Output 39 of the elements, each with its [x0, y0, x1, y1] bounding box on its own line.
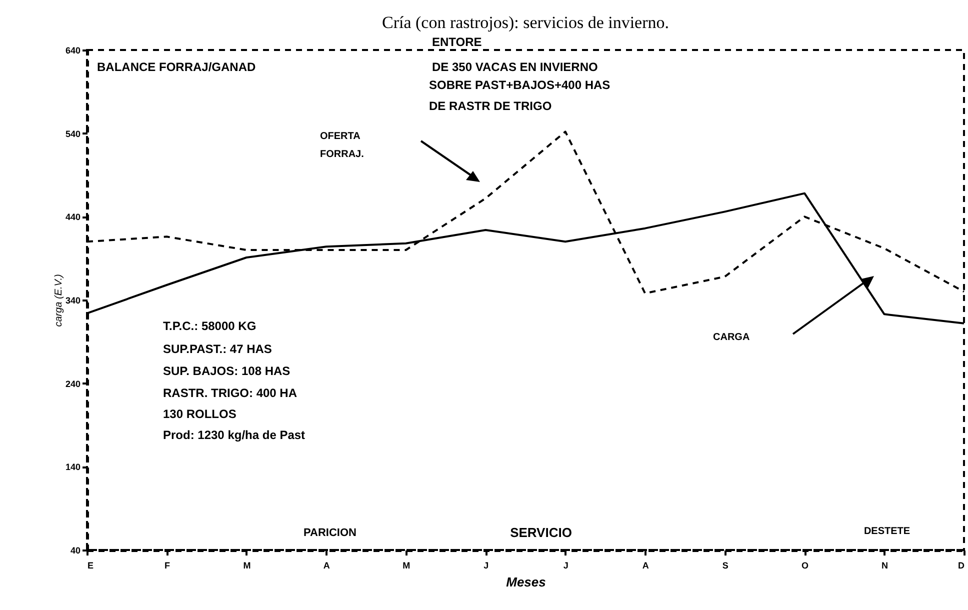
annotation: CARGA: [713, 332, 750, 343]
annotation: SOBRE PAST+BAJOS+400 HAS: [429, 78, 610, 92]
x-tick-label: A: [323, 560, 330, 570]
x-tick-label: E: [88, 560, 94, 570]
annotation: DE RASTR DE TRIGO: [429, 99, 552, 113]
annotation: DESTETE: [864, 526, 910, 537]
annotation: FORRAJ.: [320, 149, 364, 160]
y-tick-label: 140: [65, 462, 80, 472]
x-tick-label: N: [882, 560, 888, 570]
y-tick-label: 340: [65, 296, 80, 306]
annotation: T.P.C.: 58000 KG: [163, 319, 256, 333]
annotation: SUP.PAST.: 47 HAS: [163, 342, 272, 356]
y-tick-label: 540: [65, 128, 80, 139]
annotation: DE 350 VACAS EN INVIERNO: [432, 60, 598, 74]
x-axis-title: Meses: [506, 574, 546, 590]
x-tick-label: D: [958, 560, 965, 570]
y-tick-label: 440: [65, 212, 80, 222]
annotation: SUP. BAJOS: 108 HAS: [163, 364, 290, 378]
y-tick-label: 640: [65, 46, 80, 56]
x-tick-label: M: [402, 560, 410, 570]
annotation: OFERTA: [320, 131, 360, 142]
x-tick-label: O: [802, 560, 809, 570]
x-tick-label: J: [563, 560, 568, 570]
annotation: PARICION: [304, 527, 357, 539]
x-tick-label: J: [484, 560, 489, 570]
chart-title: Cría (con rastrojos): servicios de invierno.: [382, 13, 670, 32]
text: ENTORE: [432, 35, 482, 49]
y-axis-title: carga (E.V.): [53, 274, 64, 327]
x-tick-label: M: [243, 560, 251, 570]
x-tick-label: S: [722, 560, 728, 570]
annotation: Prod: 1230 kg/ha de Past: [163, 428, 306, 442]
y-tick-label: 40: [70, 546, 80, 556]
y-tick-label: 240: [65, 378, 80, 389]
annotation: RASTR. TRIGO: 400 HA: [163, 386, 298, 400]
x-tick-label: F: [164, 560, 170, 570]
annotation: SERVICIO: [510, 525, 572, 540]
x-tick-label: A: [642, 560, 650, 570]
annotation: BALANCE FORRAJ/GANAD: [97, 60, 256, 74]
annotation: 130 ROLLOS: [163, 407, 236, 421]
